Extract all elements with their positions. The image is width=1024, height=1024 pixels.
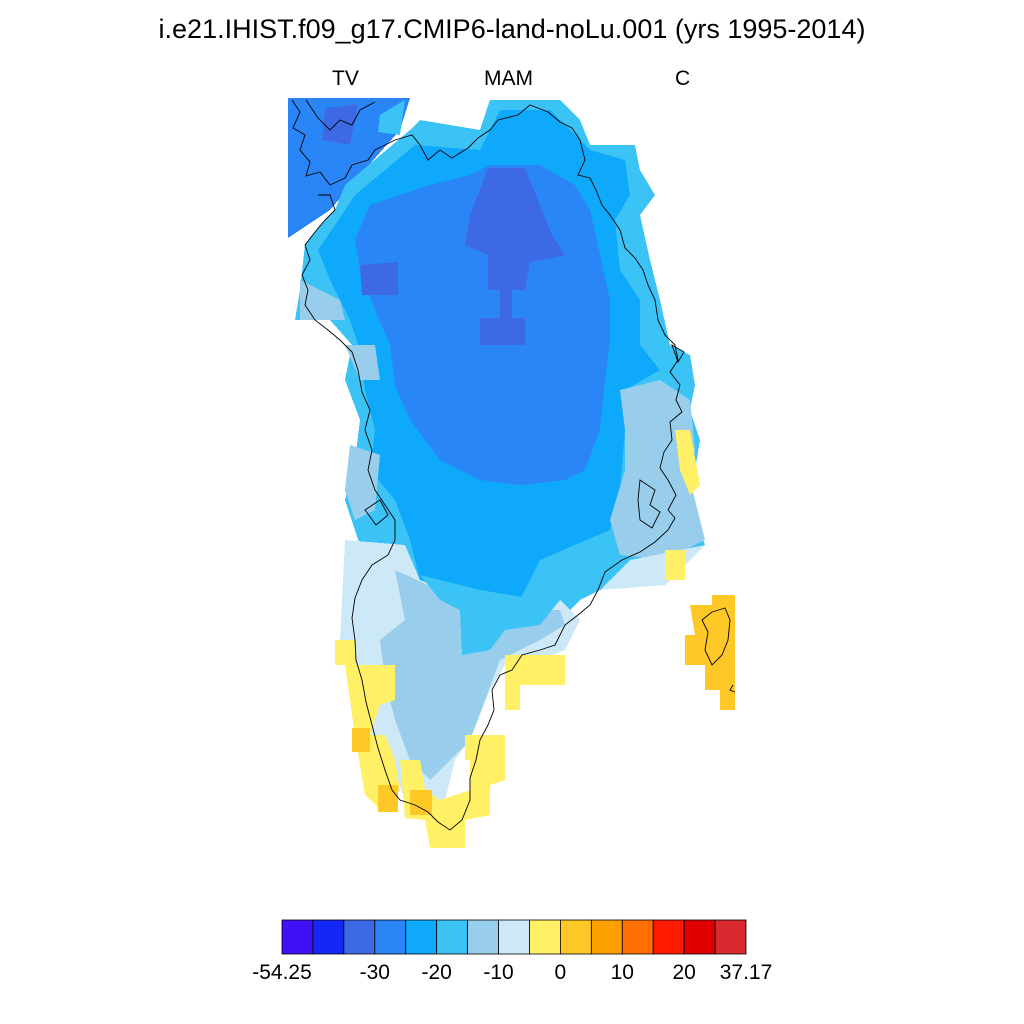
colorbar-tick-label: -10: [483, 961, 513, 984]
colorbar-box: [281, 919, 314, 955]
colorbar-boxes: [281, 919, 747, 955]
colorbar-tick-label: -20: [421, 961, 451, 984]
subtitle-left: TV: [332, 67, 359, 90]
colorbar-labels: -54.25 -30 -20 -10 0 10 20 37.17: [252, 961, 772, 984]
coastline: [291, 99, 736, 831]
colorbar-tick-label: -54.25: [252, 961, 312, 984]
colorbar-tick-label: -30: [360, 961, 390, 984]
greenland-map: [288, 98, 736, 848]
colorbar-box: [467, 919, 499, 955]
colorbar-box: [714, 919, 747, 955]
colorbar-box: [405, 919, 438, 955]
colorbar-box: [343, 919, 376, 955]
subtitle-right: C: [675, 67, 691, 90]
plot-title: i.e21.IHIST.f09_g17.CMIP6-land-noLu.001 …: [158, 14, 866, 44]
colorbar-box: [374, 919, 407, 955]
colorbar-tick-label: 0: [555, 961, 567, 984]
colorbar-tick-label: 10: [611, 961, 634, 984]
colorbar-box: [621, 919, 654, 955]
colorbar-box: [498, 919, 530, 955]
map-shading: [288, 98, 735, 848]
colorbar-tick-label: 20: [672, 961, 695, 984]
subtitle-center: MAM: [484, 67, 533, 90]
colorbar-box: [312, 919, 345, 955]
colorbar-box: [652, 919, 685, 955]
colorbar-tick-label: 37.17: [720, 961, 773, 984]
colorbar-box: [436, 919, 468, 955]
colorbar-box: [529, 919, 561, 955]
colorbar-box: [560, 919, 592, 955]
colorbar-box: [590, 919, 623, 955]
colorbar-box: [683, 919, 716, 955]
